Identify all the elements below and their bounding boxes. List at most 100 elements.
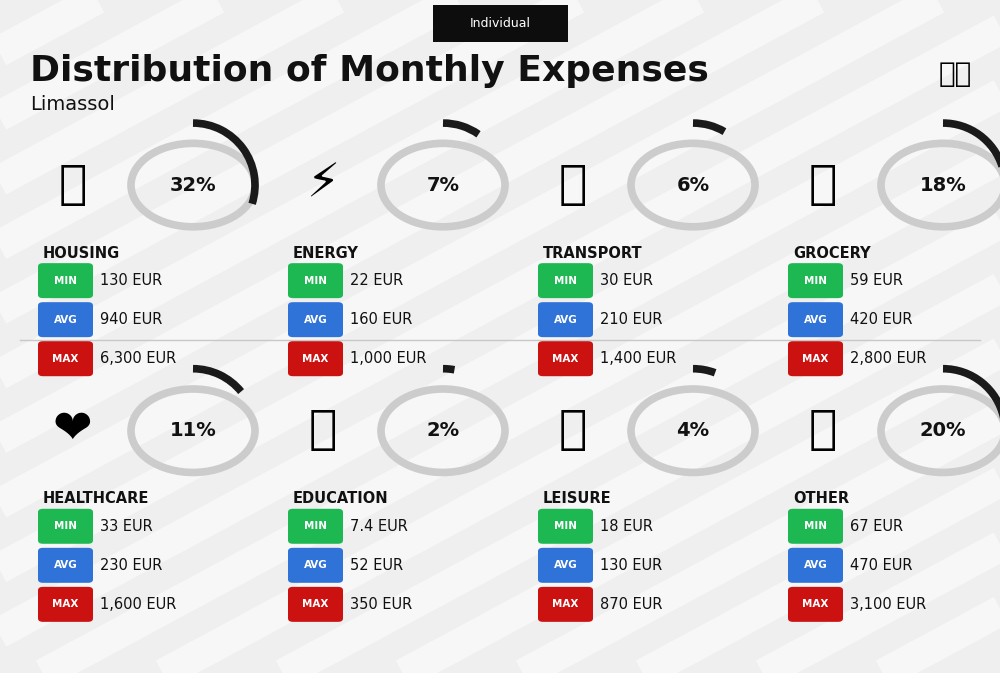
Text: 230 EUR: 230 EUR (100, 558, 162, 573)
Text: MAX: MAX (552, 600, 579, 609)
FancyBboxPatch shape (788, 263, 843, 298)
Text: Individual: Individual (470, 17, 530, 30)
Text: MIN: MIN (554, 276, 577, 285)
FancyBboxPatch shape (38, 302, 93, 337)
FancyBboxPatch shape (288, 587, 343, 622)
Text: MAX: MAX (52, 354, 79, 363)
Text: AVG: AVG (304, 561, 327, 570)
FancyBboxPatch shape (38, 263, 93, 298)
Text: 💰: 💰 (809, 409, 837, 453)
FancyBboxPatch shape (38, 587, 93, 622)
Text: AVG: AVG (804, 561, 827, 570)
Text: 🏢: 🏢 (59, 163, 87, 207)
Text: Limassol: Limassol (30, 95, 115, 114)
Text: 130 EUR: 130 EUR (600, 558, 662, 573)
FancyBboxPatch shape (788, 548, 843, 583)
Text: 470 EUR: 470 EUR (850, 558, 913, 573)
FancyBboxPatch shape (538, 587, 593, 622)
Text: AVG: AVG (804, 315, 827, 324)
FancyBboxPatch shape (538, 263, 593, 298)
Text: AVG: AVG (554, 561, 577, 570)
FancyBboxPatch shape (38, 548, 93, 583)
Text: 2,800 EUR: 2,800 EUR (850, 351, 927, 366)
Text: 7%: 7% (426, 176, 460, 194)
Text: MAX: MAX (552, 354, 579, 363)
Text: ⚡: ⚡ (306, 163, 340, 207)
Text: AVG: AVG (554, 315, 577, 324)
Text: AVG: AVG (54, 315, 77, 324)
FancyBboxPatch shape (538, 341, 593, 376)
Text: 30 EUR: 30 EUR (600, 273, 653, 288)
FancyBboxPatch shape (538, 509, 593, 544)
Text: MIN: MIN (54, 522, 77, 531)
FancyBboxPatch shape (288, 509, 343, 544)
Text: LEISURE: LEISURE (543, 491, 612, 506)
Text: MAX: MAX (302, 354, 329, 363)
Text: OTHER: OTHER (793, 491, 849, 506)
Text: MAX: MAX (802, 354, 829, 363)
Text: 67 EUR: 67 EUR (850, 519, 903, 534)
Text: MIN: MIN (304, 522, 327, 531)
Text: Distribution of Monthly Expenses: Distribution of Monthly Expenses (30, 54, 709, 87)
Text: MIN: MIN (554, 522, 577, 531)
FancyBboxPatch shape (432, 5, 568, 42)
FancyBboxPatch shape (538, 548, 593, 583)
Text: HOUSING: HOUSING (43, 246, 120, 260)
Text: 🚌: 🚌 (559, 163, 587, 207)
Text: MIN: MIN (804, 522, 827, 531)
Text: ❤️: ❤️ (53, 409, 93, 453)
Text: 🛍️: 🛍️ (559, 409, 587, 453)
Text: 160 EUR: 160 EUR (350, 312, 412, 327)
Text: 18 EUR: 18 EUR (600, 519, 653, 534)
Text: 33 EUR: 33 EUR (100, 519, 153, 534)
Text: 32%: 32% (170, 176, 216, 194)
Text: 7.4 EUR: 7.4 EUR (350, 519, 408, 534)
Text: 130 EUR: 130 EUR (100, 273, 162, 288)
Text: 11%: 11% (170, 421, 216, 440)
FancyBboxPatch shape (788, 509, 843, 544)
Text: MIN: MIN (54, 276, 77, 285)
Text: 1,000 EUR: 1,000 EUR (350, 351, 426, 366)
Text: 22 EUR: 22 EUR (350, 273, 403, 288)
Text: MAX: MAX (52, 600, 79, 609)
Text: EDUCATION: EDUCATION (293, 491, 389, 506)
Text: MIN: MIN (304, 276, 327, 285)
Text: 20%: 20% (920, 421, 966, 440)
Text: AVG: AVG (304, 315, 327, 324)
FancyBboxPatch shape (788, 587, 843, 622)
Text: 🎓: 🎓 (309, 409, 337, 453)
Text: 52 EUR: 52 EUR (350, 558, 403, 573)
Text: 4%: 4% (676, 421, 710, 440)
Text: MAX: MAX (802, 600, 829, 609)
FancyBboxPatch shape (538, 302, 593, 337)
Text: 3,100 EUR: 3,100 EUR (850, 597, 926, 612)
Text: 350 EUR: 350 EUR (350, 597, 412, 612)
Text: 6%: 6% (676, 176, 710, 194)
Text: 1,600 EUR: 1,600 EUR (100, 597, 176, 612)
Text: AVG: AVG (54, 561, 77, 570)
Text: 6,300 EUR: 6,300 EUR (100, 351, 176, 366)
Text: 1,400 EUR: 1,400 EUR (600, 351, 676, 366)
Text: 210 EUR: 210 EUR (600, 312, 663, 327)
Text: TRANSPORT: TRANSPORT (543, 246, 643, 260)
Text: 420 EUR: 420 EUR (850, 312, 913, 327)
Text: 940 EUR: 940 EUR (100, 312, 162, 327)
FancyBboxPatch shape (288, 548, 343, 583)
Text: 870 EUR: 870 EUR (600, 597, 663, 612)
Text: MAX: MAX (302, 600, 329, 609)
Text: 🇨🇾: 🇨🇾 (938, 60, 972, 88)
Text: ENERGY: ENERGY (293, 246, 359, 260)
FancyBboxPatch shape (288, 341, 343, 376)
Text: 59 EUR: 59 EUR (850, 273, 903, 288)
FancyBboxPatch shape (288, 302, 343, 337)
Text: 🛒: 🛒 (809, 163, 837, 207)
FancyBboxPatch shape (38, 509, 93, 544)
Text: MIN: MIN (804, 276, 827, 285)
FancyBboxPatch shape (788, 302, 843, 337)
Text: 2%: 2% (426, 421, 460, 440)
FancyBboxPatch shape (288, 263, 343, 298)
Text: GROCERY: GROCERY (793, 246, 871, 260)
FancyBboxPatch shape (38, 341, 93, 376)
FancyBboxPatch shape (788, 341, 843, 376)
Text: HEALTHCARE: HEALTHCARE (43, 491, 149, 506)
